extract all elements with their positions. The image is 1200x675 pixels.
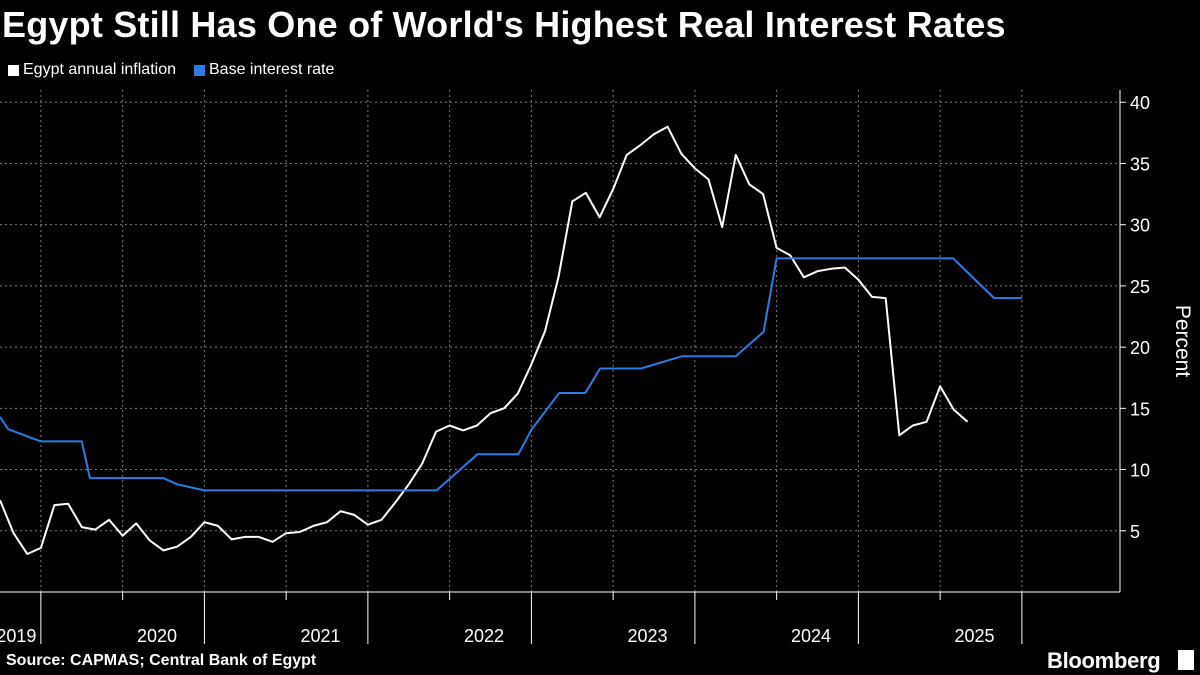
series-line-inflation [0,125,969,555]
legend-item-inflation: Egypt annual inflation [8,61,176,79]
series-line-base-rate [0,257,1022,492]
brand-logo: Bloomberg [1047,648,1161,673]
legend-swatch-base-rate [194,64,205,76]
legend-item-base-rate: Base interest rate [194,61,334,79]
y-tick-label-5: 5 [1130,522,1140,542]
y-tick-label-35: 35 [1130,154,1150,174]
x-year-label-2021: 2021 [300,626,340,646]
legend-swatch-inflation [8,64,19,76]
legend-label-inflation: Egypt annual inflation [23,61,176,78]
y-axis-title: Percent [1171,305,1194,378]
x-year-label-2025: 2025 [954,626,994,646]
brand-badge [1178,650,1194,670]
x-year-label-2023: 2023 [627,626,667,646]
y-tick-label-30: 30 [1130,216,1150,236]
source-note: Source: CAPMAS; Central Bank of Egypt [6,652,317,669]
legend-label-base-rate: Base interest rate [209,61,335,78]
y-tick-label-25: 25 [1130,277,1150,297]
x-year-label-2019: 2019 [0,626,36,646]
y-tick-label-40: 40 [1130,93,1150,113]
x-year-label-2024: 2024 [791,626,831,646]
chart-title: Egypt Still Has One of World's Highest R… [2,4,1006,45]
chart-legend: Egypt annual inflation Base interest rat… [8,61,334,79]
y-tick-label-10: 10 [1130,461,1150,481]
x-year-label-2022: 2022 [464,626,504,646]
y-tick-label-20: 20 [1130,338,1150,358]
y-tick-label-15: 15 [1130,399,1150,419]
x-year-label-2020: 2020 [137,626,177,646]
